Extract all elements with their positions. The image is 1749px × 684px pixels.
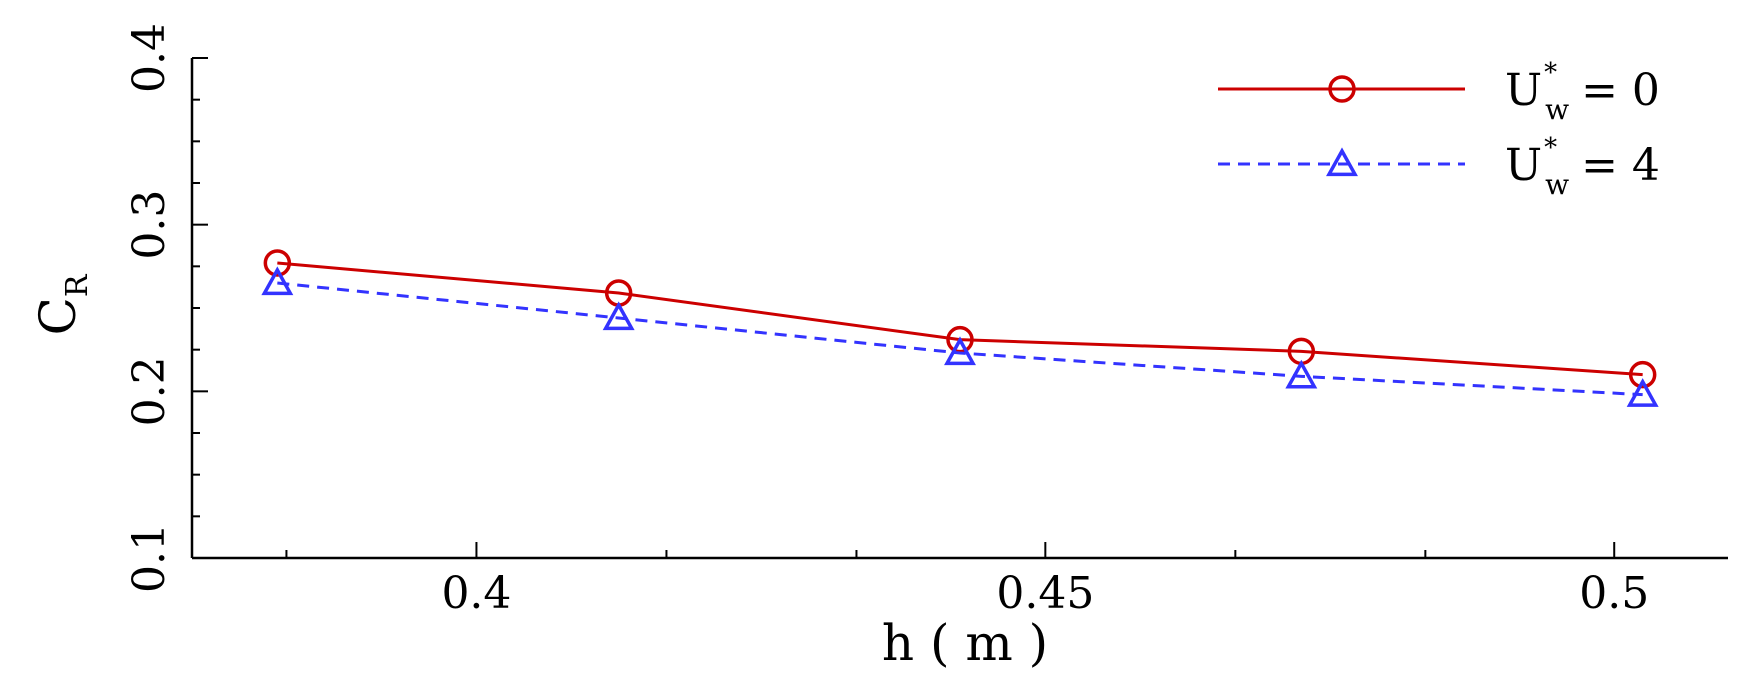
legend-marker — [1328, 75, 1356, 103]
x-tick-label: 0.4 — [441, 568, 511, 619]
axis-ticks — [192, 57, 1616, 559]
x-tick-label: 0.5 — [1579, 568, 1649, 619]
legend: U* w = 0 U* w = 4 — [1218, 58, 1660, 201]
series-layer — [261, 249, 1659, 407]
legend-label: U* w = 0 — [1505, 58, 1660, 126]
series-line — [277, 261, 1643, 377]
data-point — [1285, 359, 1318, 389]
legend-item: U* w = 0 — [1218, 58, 1660, 126]
y-axis-title-sub: R — [60, 273, 95, 297]
x-axis-title: h ( m ) — [882, 614, 1048, 672]
y-tick-label: 0.2 — [124, 356, 175, 426]
data-point — [261, 266, 294, 296]
y-tick-label: 0.4 — [124, 23, 175, 93]
axes — [190, 58, 1728, 560]
data-point — [944, 336, 976, 366]
data-point — [1626, 378, 1659, 407]
data-point — [263, 249, 292, 277]
data-point — [1628, 360, 1657, 389]
svg-text:CR: CR — [29, 273, 95, 335]
axis-tick-labels: 0.4 0.45 0.5 0.1 0.2 0.3 0.4 — [124, 23, 1649, 619]
y-tick-label: 0.3 — [124, 190, 175, 260]
series-line — [277, 281, 1643, 397]
legend-item: U* w = 4 — [1218, 133, 1660, 201]
legend-marker — [1326, 147, 1358, 177]
y-axis-title: CR — [29, 273, 95, 335]
data-point — [602, 301, 635, 331]
series-1 — [263, 249, 1657, 389]
y-tick-label: 0.1 — [124, 523, 175, 593]
x-tick-label: 0.45 — [996, 568, 1094, 619]
series-2 — [261, 266, 1659, 407]
y-axis-title-main: C — [29, 297, 87, 335]
legend-label: U* w = 4 — [1505, 133, 1660, 201]
